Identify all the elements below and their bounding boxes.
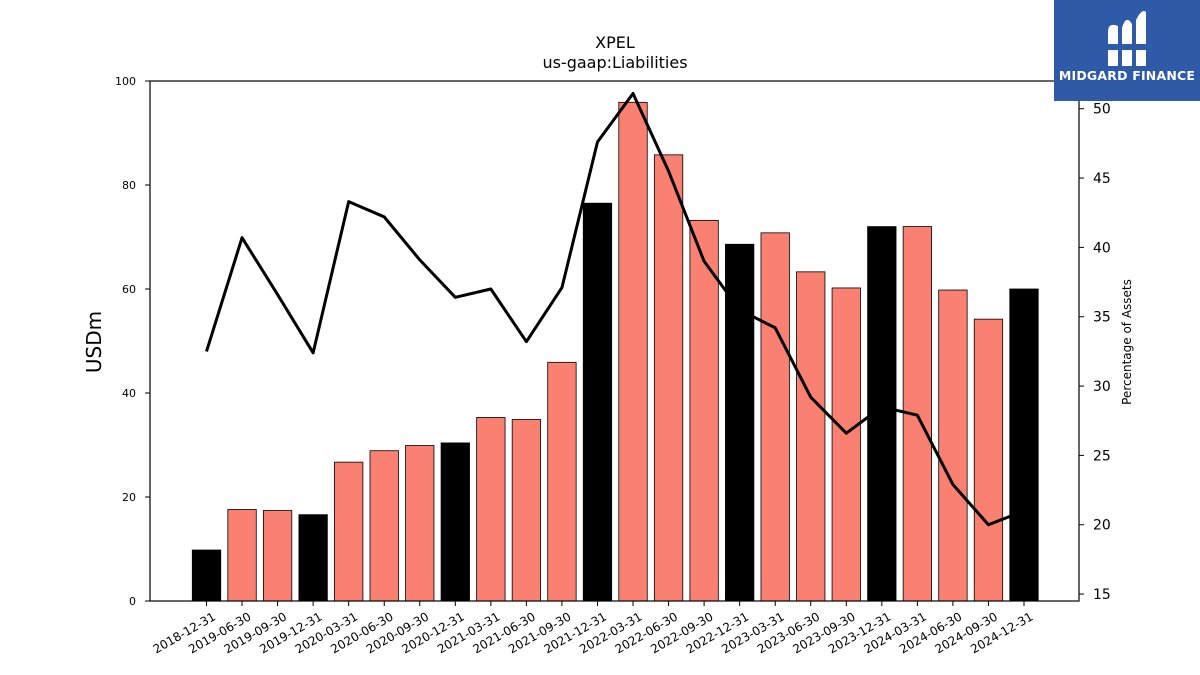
brand-logo: MIDGARD FINANCE bbox=[1054, 0, 1200, 101]
bar-2019-12-31 bbox=[298, 514, 328, 602]
bar-2024-09-30 bbox=[973, 318, 1004, 602]
y2-tick-label: 15 bbox=[1093, 587, 1111, 603]
percentage-line bbox=[205, 91, 1025, 527]
y2-tick-label: 40 bbox=[1093, 240, 1111, 256]
bar-2020-03-31 bbox=[334, 461, 364, 602]
midgard-logo-icon bbox=[1106, 11, 1148, 66]
bar-2023-06-30 bbox=[796, 271, 826, 602]
y-tick-label: 0 bbox=[129, 595, 136, 608]
line-series bbox=[205, 91, 1025, 527]
y2-tick-label: 45 bbox=[1093, 171, 1111, 187]
chart-title: XPEL bbox=[595, 33, 635, 52]
y-tick-label: 20 bbox=[122, 491, 136, 504]
bar-series bbox=[191, 101, 1039, 602]
bar-2020-09-30 bbox=[405, 445, 435, 602]
bar-2020-06-30 bbox=[369, 450, 399, 602]
bar-2020-12-31 bbox=[440, 442, 470, 602]
bar-2018-12-31 bbox=[191, 549, 222, 602]
bar-2022-06-30 bbox=[653, 154, 684, 602]
y2-tick-label: 35 bbox=[1093, 310, 1111, 326]
bar-2019-06-30 bbox=[227, 509, 257, 602]
bar-2022-03-31 bbox=[618, 101, 648, 602]
bar-2022-09-30 bbox=[689, 219, 719, 602]
bar-2021-06-30 bbox=[511, 419, 542, 602]
bar-2021-09-30 bbox=[547, 361, 577, 602]
bar-2019-09-30 bbox=[262, 510, 293, 602]
y-tick-label: 40 bbox=[122, 387, 136, 400]
y-tick-label: 100 bbox=[115, 75, 136, 88]
bar-2021-03-31 bbox=[476, 417, 506, 602]
y2-tick-label: 30 bbox=[1093, 379, 1111, 395]
y-axis-label: USDm bbox=[82, 311, 106, 373]
y-tick-label: 60 bbox=[122, 283, 136, 296]
y2-tick-label: 25 bbox=[1093, 448, 1111, 464]
plot-frame bbox=[149, 80, 1080, 602]
logo-text: MIDGARD FINANCE bbox=[1058, 68, 1196, 83]
y-tick-label: 80 bbox=[122, 179, 136, 192]
bar-2024-06-30 bbox=[938, 289, 968, 602]
y2-tick-label: 50 bbox=[1093, 102, 1111, 118]
bar-2021-12-31 bbox=[582, 202, 613, 602]
y2-tick-label: 20 bbox=[1093, 518, 1111, 534]
bar-2022-12-31 bbox=[725, 243, 755, 602]
bar-2024-12-31 bbox=[1009, 288, 1039, 602]
y2-axis-label: Percentage of Assets bbox=[1120, 279, 1134, 405]
bar-2023-03-31 bbox=[760, 232, 790, 602]
chart-subtitle: us-gaap:Liabilities bbox=[542, 53, 687, 72]
bar-2023-09-30 bbox=[831, 287, 861, 602]
